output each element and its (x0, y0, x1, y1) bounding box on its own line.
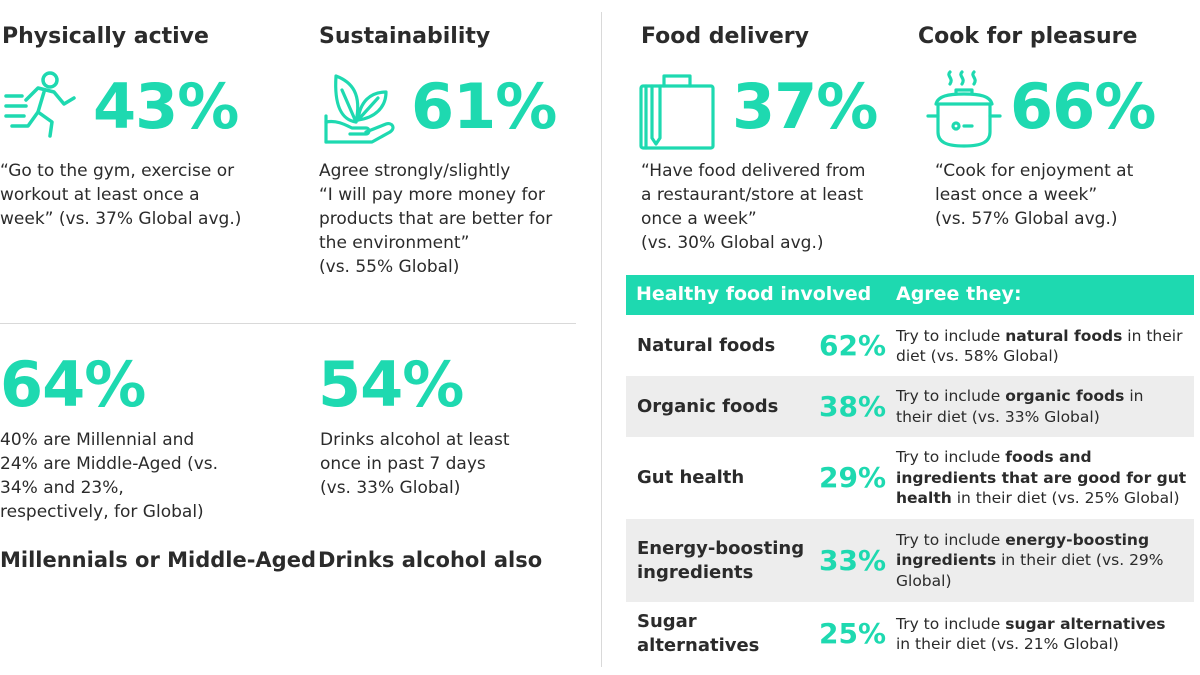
food-delivery-description: “Have food delivered from a restaurant/s… (641, 161, 866, 253)
horizontal-divider (0, 323, 576, 324)
delivery-bag-icon (638, 72, 716, 150)
sustainability-title: Sustainability (319, 24, 491, 49)
row-percentage: 25% (819, 617, 887, 650)
table-header-right: Agree they: (896, 283, 1022, 305)
row-description: Try to include natural foods in their die… (896, 326, 1183, 366)
row-label: Sugar alternatives (637, 611, 760, 656)
table-header-left: Healthy food involved (636, 283, 872, 305)
plant-in-hand-icon (322, 72, 398, 144)
millennials-stat: 64% (0, 348, 146, 421)
row-description: Try to include foods and ingredients that… (896, 448, 1187, 508)
row-description: Try to include energy-boosting ingredient… (896, 530, 1164, 590)
physically-active-description: “Go to the gym, exercise or workout at l… (0, 161, 242, 229)
sustainability-stat: 61% (411, 70, 557, 143)
table-row: Sugar alternatives 25% Try to include sugar… (626, 602, 1194, 666)
alcohol-description: Drinks alcohol at least once in past 7 d… (320, 430, 510, 498)
physically-active-stat: 43% (93, 70, 239, 143)
table-row: Gut health 29% Try to include foods and ing… (626, 437, 1194, 519)
row-label: Gut health (637, 467, 745, 488)
vertical-divider (601, 12, 602, 667)
sustainability-description: Agree strongly/slightly “I will pay more… (319, 161, 553, 277)
table-row: Energy-boosting ingredients 33% Try to incl… (626, 519, 1194, 602)
healthy-food-table-header: Healthy food involved Agree they: (626, 275, 1194, 315)
row-percentage: 62% (819, 329, 887, 362)
row-percentage: 29% (819, 461, 887, 494)
row-label: Organic foods (637, 395, 779, 417)
row-label: Natural foods (637, 335, 776, 356)
row-percentage: 38% (819, 389, 887, 423)
row-description: Try to include sugar alternatives in thei… (896, 614, 1166, 654)
row-label: Energy-boosting ingredients (637, 537, 805, 583)
food-delivery-title: Food delivery (641, 24, 809, 49)
row-percentage: 33% (819, 543, 887, 577)
physically-active-title: Physically active (2, 24, 209, 49)
runner-icon (4, 70, 80, 140)
cook-for-pleasure-title: Cook for pleasure (918, 24, 1138, 49)
row-description: Try to include organic foods in their die… (896, 387, 1144, 426)
cook-for-pleasure-description: “Cook for enjoyment at least once a week… (935, 161, 1134, 229)
alcohol-label: Drinks alcohol also (318, 548, 543, 572)
food-delivery-stat: 37% (732, 70, 878, 143)
table-row: Natural foods 62% Try to include natural f… (626, 316, 1194, 376)
alcohol-stat: 54% (318, 348, 464, 421)
millennials-label: Millennials or Middle-Aged (0, 548, 316, 572)
cook-for-pleasure-stat: 66% (1010, 70, 1156, 143)
millennials-description: 40% are Millennial and 24% are Middle-Ag… (0, 430, 219, 522)
table-row: Organic foods 38% Try to include organic f… (626, 376, 1194, 437)
cooking-pot-icon (926, 70, 1002, 148)
